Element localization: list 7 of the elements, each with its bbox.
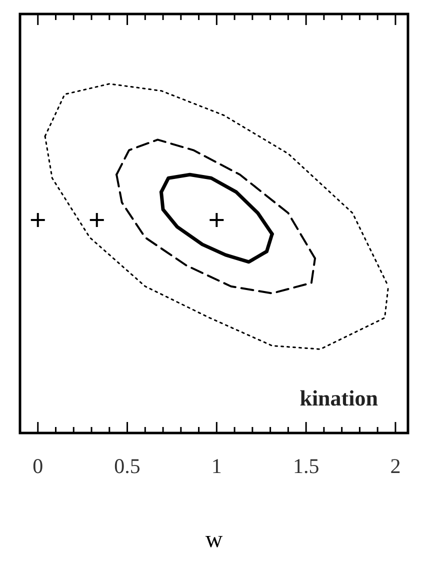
x-tick-label: 1.5 [292, 454, 320, 478]
x-tick-label: 0.5 [114, 454, 140, 478]
x-tick-label: 1 [211, 454, 222, 478]
annotation: kination [300, 386, 378, 411]
x-tick-label: 0 [32, 454, 44, 478]
x-tick-label: 2 [390, 454, 401, 478]
x-axis-title: w [205, 526, 224, 553]
